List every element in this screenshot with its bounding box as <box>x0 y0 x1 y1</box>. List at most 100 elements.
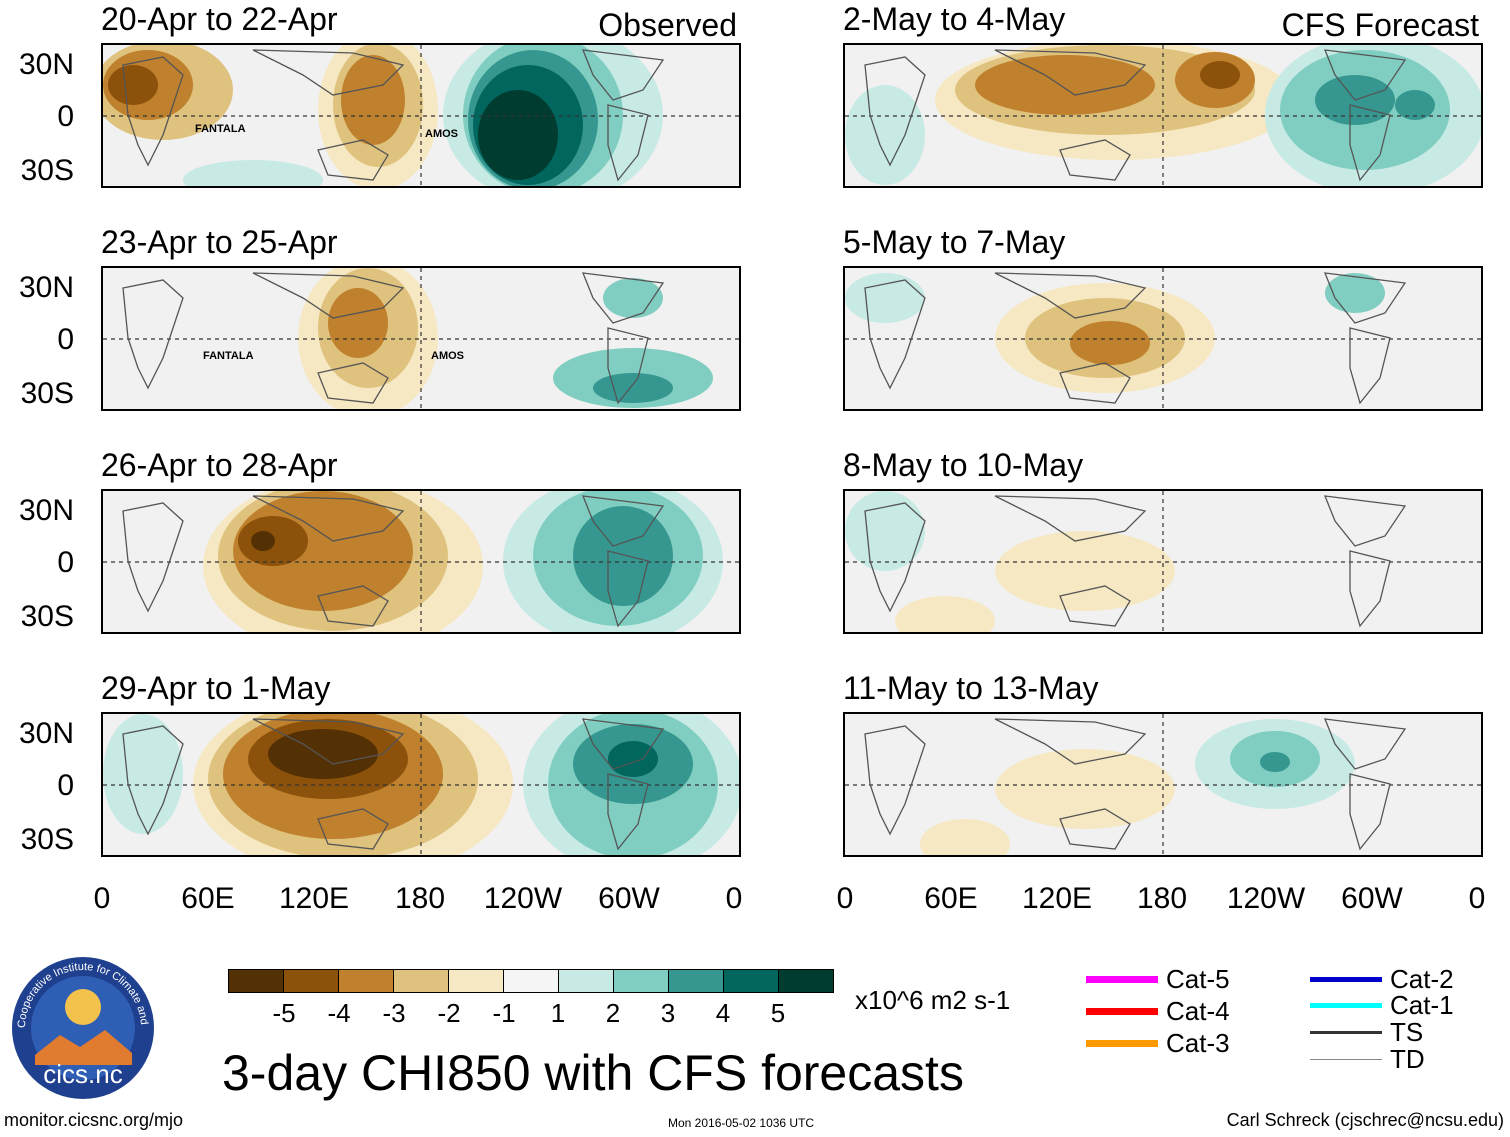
legend-label: Cat-4 <box>1166 996 1230 1026</box>
colorbar-swatch <box>724 970 779 992</box>
anomaly-shading <box>845 491 1175 632</box>
lon-label: 0 <box>1468 882 1486 915</box>
legend-item: Cat-1 <box>1310 990 1454 1021</box>
legend-label: Cat-3 <box>1166 1028 1230 1058</box>
lat-label: 0 <box>57 546 74 579</box>
lon-label: 180 <box>1136 882 1188 915</box>
legend-item: Cat-2 <box>1310 964 1454 995</box>
lon-label: 0 <box>836 882 854 915</box>
legend-swatch <box>1086 976 1158 983</box>
colorbar-tick: -5 <box>272 998 296 1028</box>
colorbar-swatch <box>669 970 724 992</box>
panel-title: 8-May to 10-May <box>843 447 1084 483</box>
colorbar-swatch <box>449 970 504 992</box>
footer-url[interactable]: monitor.cicsnc.org/mjo <box>4 1110 184 1130</box>
panel-title: 23-Apr to 25-Apr <box>101 224 338 260</box>
anomaly-shading <box>920 719 1355 855</box>
colorbar-swatch <box>559 970 614 992</box>
colorbar-tick: -4 <box>327 998 351 1028</box>
storm-label: AMOS <box>425 128 458 140</box>
anomaly-shading <box>103 714 739 855</box>
colorbar-tick: -3 <box>382 998 406 1028</box>
footer-author: Carl Schreck (cjschrec@ncsu.edu) <box>1226 1110 1504 1130</box>
colorbar <box>228 969 834 993</box>
anomaly-shading <box>845 45 1481 186</box>
legend-swatch <box>1310 1059 1382 1060</box>
legend-item: TD <box>1310 1044 1425 1075</box>
lon-label: 60W <box>1341 882 1403 915</box>
lat-label: 30S <box>20 823 74 856</box>
colorbar-tick: 1 <box>550 998 566 1028</box>
coastlines <box>122 495 665 628</box>
storm-label: FANTALA <box>195 123 246 135</box>
legend-item: Cat-4 <box>1086 996 1230 1027</box>
colorbar-swatch <box>614 970 669 992</box>
colorbar-tick: -2 <box>437 998 461 1028</box>
legend-swatch <box>1310 1003 1382 1008</box>
legend-label: TS <box>1390 1017 1424 1047</box>
legend-item: Cat-5 <box>1086 964 1230 995</box>
legend-label: Cat-2 <box>1390 964 1454 994</box>
lat-label: 0 <box>57 100 74 133</box>
legend-item: TS <box>1310 1017 1423 1048</box>
lon-label: 60E <box>924 882 978 915</box>
lon-label: 60E <box>181 882 235 915</box>
colorbar-tick: 2 <box>605 998 621 1028</box>
coastlines <box>864 272 1407 405</box>
lat-label: 30N <box>18 494 74 527</box>
coastlines <box>864 49 1407 182</box>
cics-logo: Cooperative Institute for Climate and Sa… <box>10 955 154 1099</box>
colorbar-swatch <box>284 970 339 992</box>
map-panel <box>101 489 741 634</box>
lon-label: 120W <box>483 882 563 915</box>
logo-text: cics.nc <box>43 1059 122 1089</box>
panel-title: 2-May to 4-May <box>843 1 1066 37</box>
panel-tag: CFS Forecast <box>1281 7 1479 43</box>
colorbar-tick: 5 <box>770 998 786 1028</box>
panel-title: 5-May to 7-May <box>843 224 1066 260</box>
map-panel: FANTALA AMOS <box>101 43 741 188</box>
legend-swatch <box>1310 977 1382 982</box>
coastlines <box>122 718 665 851</box>
colorbar-tick: -1 <box>492 998 516 1028</box>
legend-swatch <box>1310 1031 1382 1034</box>
lat-label: 30S <box>20 600 74 633</box>
lat-label: 30N <box>18 48 74 81</box>
panel-title: 11-May to 13-May <box>843 670 1099 706</box>
map-panel <box>101 712 741 857</box>
anomaly-shading <box>845 273 1385 393</box>
map-panel <box>843 489 1483 634</box>
lat-label: 0 <box>57 769 74 802</box>
lon-label: 120W <box>1226 882 1306 915</box>
colorbar-tick: 3 <box>660 998 676 1028</box>
lat-label: 30N <box>18 271 74 304</box>
coastlines <box>864 718 1407 851</box>
colorbar-swatch <box>504 970 559 992</box>
coastlines <box>122 49 665 182</box>
panel-title: 26-Apr to 28-Apr <box>101 447 338 483</box>
legend-label: Cat-5 <box>1166 964 1230 994</box>
lon-label: 120E <box>1021 882 1093 915</box>
lat-label: 0 <box>57 323 74 356</box>
figure-title: 3-day CHI850 with CFS forecasts <box>222 1045 964 1101</box>
colorbar-tick: 4 <box>715 998 731 1028</box>
panel-tag: Observed <box>598 7 737 43</box>
lat-label: 30S <box>20 154 74 187</box>
map-panel <box>843 43 1483 188</box>
colorbar-swatch <box>229 970 284 992</box>
map-panel <box>843 266 1483 411</box>
lat-label: 30S <box>20 377 74 410</box>
colorbar-swatch <box>394 970 449 992</box>
panel-title: 20-Apr to 22-Apr <box>101 1 338 37</box>
colorbar-swatch <box>779 970 833 992</box>
legend-swatch <box>1086 1040 1158 1047</box>
lon-label: 0 <box>93 882 111 915</box>
lon-label: 180 <box>394 882 446 915</box>
coastlines <box>122 272 665 405</box>
map-panel <box>843 712 1483 857</box>
map-panel: FANTALA AMOS <box>101 266 741 411</box>
colorbar-units: x10^6 m2 s-1 <box>855 985 1011 1015</box>
legend-label: TD <box>1390 1044 1425 1074</box>
legend-swatch <box>1086 1008 1158 1015</box>
lon-label: 60W <box>598 882 660 915</box>
